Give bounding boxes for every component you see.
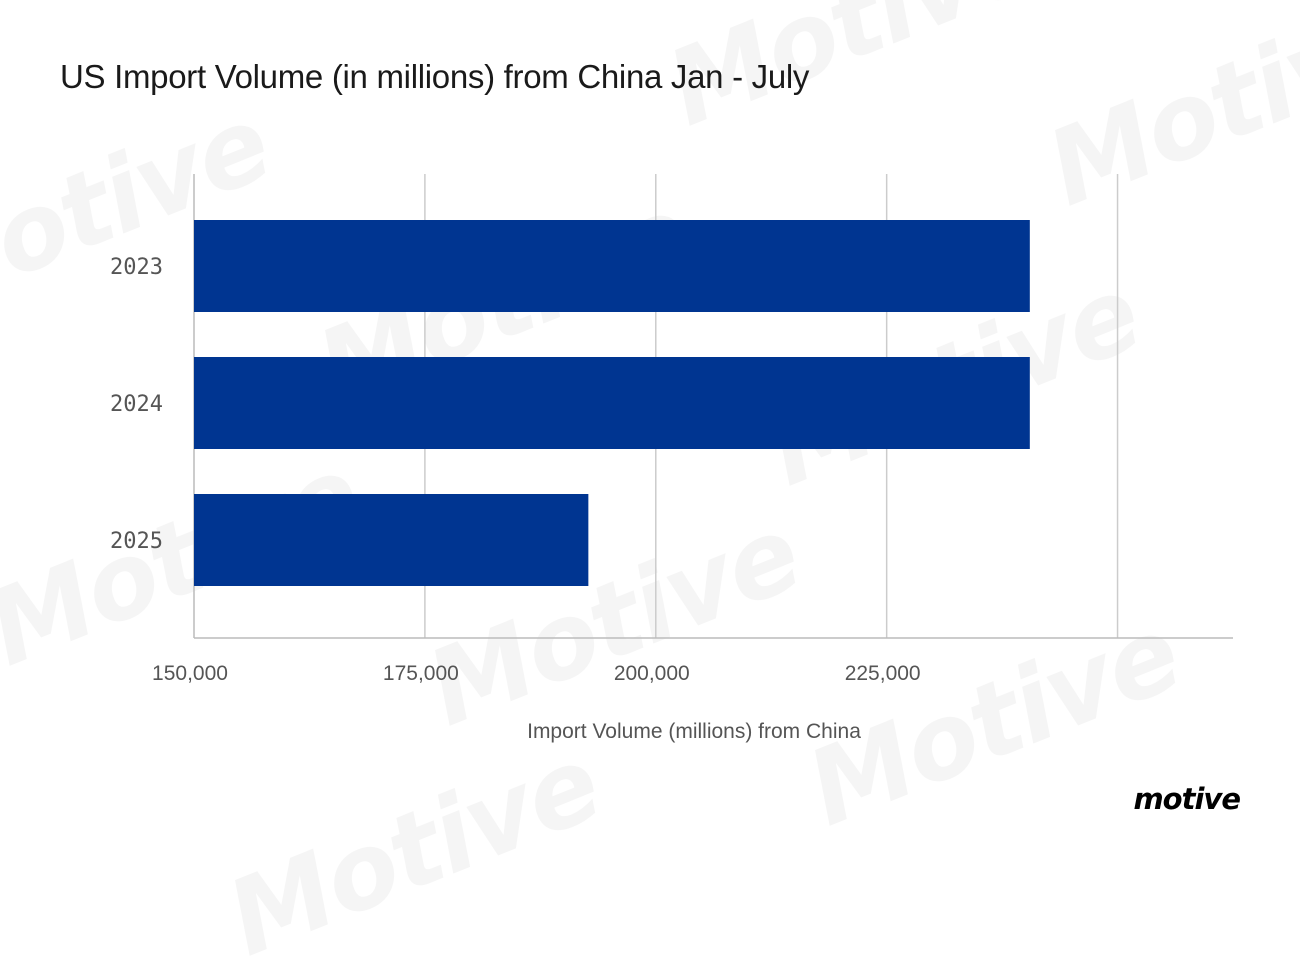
y-tick-label: 2024 [110,392,163,417]
y-tick-label: 2023 [110,255,163,280]
bar-2024 [194,357,1030,449]
x-tick-label: 150,000 [152,662,228,685]
motive-logo: motive [1133,782,1241,816]
chart-title: US Import Volume (in millions) from Chin… [60,58,810,95]
bar-2023 [194,220,1030,312]
x-tick-label: 175,000 [383,662,459,685]
x-tick-label: 200,000 [614,662,690,685]
bar-chart: 2023 2024 2025 150,000 175,000 200,000 225,000 [110,174,1233,685]
x-axis-title: Import Volume (millions) from China [527,720,861,743]
bar-2025 [194,494,589,586]
x-tick-label: 225,000 [845,662,921,685]
y-tick-label: 2025 [110,529,163,554]
